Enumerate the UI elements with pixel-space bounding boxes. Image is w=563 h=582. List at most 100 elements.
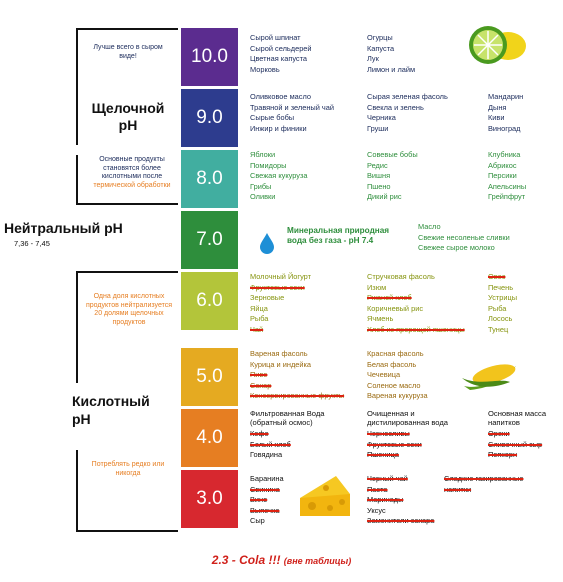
list-item: Выпечка	[250, 505, 280, 515]
list-item: Киви	[488, 113, 505, 123]
list-item: Уксус	[367, 505, 386, 515]
row6-col2: Стручковая фасоль Изюм Ржаной хлеб Коричнев…	[367, 272, 465, 336]
list-item: Цветная капуста	[250, 54, 308, 64]
row4-head1: Фильтрованная Вода (обратный осмос)	[250, 409, 325, 427]
note-raw-best: Лучше всего в сыром виде!	[93, 44, 163, 60]
note-cooking: Основные продукты становятся более кисло…	[88, 156, 176, 190]
list-item: Персики	[488, 171, 517, 181]
list-item: Баранина	[250, 474, 284, 483]
row9-col2: Сырая зеленая фасоль Свекла и зелень Черни…	[367, 92, 448, 134]
row4-head3: Основная масса напитков	[488, 409, 547, 427]
row10-col1: Сырой шпинат Сырой сельдерей Цветная капус…	[250, 33, 312, 75]
list-item: Пиво	[250, 370, 268, 380]
list-item: Капуста	[367, 43, 395, 53]
list-item: Клубника	[488, 150, 521, 159]
list-item: Маринады	[367, 495, 404, 505]
row5-col2: Красная фасоль Белая фасоль Чечевица Солено…	[367, 349, 428, 402]
list-item: Консервированные фрукты	[250, 391, 345, 401]
ph-value: 3.0	[196, 488, 223, 509]
ph-value: 7.0	[196, 229, 223, 250]
list-item: Морковь	[250, 64, 280, 74]
list-item: Белый хлеб	[250, 439, 291, 449]
row4-col3: Орехи Сливочный сыр Попкорн	[488, 429, 542, 461]
list-item: Пшеница	[367, 450, 399, 460]
list-item: Курица и индейка	[250, 359, 312, 369]
list-item: Соленое масло	[367, 380, 421, 390]
list-item: Сырой шпинат	[250, 33, 301, 42]
list-item: Черный чай	[367, 474, 408, 483]
row4-col2: Черносливы Фруктовые соки Пшеница	[367, 429, 422, 461]
row3-col3: Сладкие газированные напитки	[444, 474, 544, 495]
list-item: Кофе	[250, 429, 269, 438]
list-item: Свежая кукуруза	[250, 171, 308, 181]
list-item: Сырые бобы	[250, 113, 295, 123]
row4-col1: Кофе Белый хлеб Говядина	[250, 429, 291, 461]
list-item: Орехи	[488, 429, 510, 438]
list-item: Лук	[367, 54, 379, 64]
ph-tile-6: 6.0	[181, 272, 238, 330]
list-item: Фруктовые соки	[250, 282, 305, 292]
list-item: Травяной и зеленый чай	[250, 102, 334, 112]
list-item: Яблоки	[250, 150, 276, 159]
list-item: Вареная фасоль	[250, 349, 308, 358]
list-item: Помидоры	[250, 160, 287, 170]
list-item: Груши	[367, 123, 389, 133]
list-item: Ячмень	[367, 314, 394, 324]
list-item: Попкорн	[488, 450, 518, 460]
list-item: Инжир и финики	[250, 123, 307, 133]
list-item: Свекла и зелень	[367, 102, 424, 112]
list-item: Виноград	[488, 123, 521, 133]
ph-tile-7: 7.0	[181, 211, 238, 269]
list-item: Изюм	[367, 282, 387, 292]
bracket-alkaline-lower	[76, 155, 178, 205]
row9-col1: Оливковое масло Травяной и зеленый чай Сыр…	[250, 92, 334, 134]
ph-tile-8: 8.0	[181, 150, 238, 208]
row8-col1: Яблоки Помидоры Свежая кукуруза Грибы Оливки	[250, 150, 307, 203]
mineral-water-text: Минеральная природная вода без газа - pH…	[287, 226, 390, 245]
list-item: Совевые бобы	[367, 150, 418, 159]
list-item: Сырая зеленая фасоль	[367, 92, 448, 101]
alkaline-label: Щелочной pH	[91, 100, 165, 133]
water-drop-icon	[260, 233, 274, 254]
list-item: Сладкие газированные напитки	[444, 474, 524, 494]
ph-tile-3: 3.0	[181, 470, 238, 528]
cola-note: 2.3 - Cola !!! (вне таблицы)	[0, 553, 563, 567]
list-item: Коричневый рис	[367, 303, 424, 313]
list-item: Тунец	[488, 324, 509, 334]
ph-tile-4: 4.0	[181, 409, 238, 467]
row6-col1: Молочный Йогурт Фруктовые соки Зерновые Яйц…	[250, 272, 311, 336]
list-item: Лосось	[488, 314, 513, 324]
ph-value: 8.0	[196, 168, 223, 189]
list-item: Грейпфрут	[488, 192, 526, 202]
list-item: Вино	[250, 495, 268, 505]
list-item: Свежее сырое молоко	[418, 243, 495, 253]
corn-icon	[462, 364, 516, 390]
list-item: Сливочный сыр	[488, 439, 543, 449]
row8-col2: Совевые бобы Редис Вишня Пшено Дикий рис	[367, 150, 418, 203]
list-item: Чечевица	[367, 370, 401, 380]
ph-value: 6.0	[196, 290, 223, 311]
bracket-alkaline	[76, 28, 178, 145]
neutral-range: 7,36 - 7,45	[14, 239, 50, 248]
lime-icon	[469, 26, 526, 64]
list-item: Черносливы	[367, 429, 410, 438]
ph-value: 5.0	[196, 366, 223, 387]
list-item: Красная фасоль	[367, 349, 424, 358]
list-item: Свинина	[250, 484, 280, 494]
list-item: Апельсины	[488, 181, 527, 191]
row10-col2: Огурцы Капуста Лук Лимон и лайм	[367, 33, 415, 75]
list-item: Сырой сельдерей	[250, 43, 312, 53]
row3-col2: Черный чай Паста Маринады Уксус Заменители с…	[367, 474, 434, 527]
list-item: Белая фасоль	[367, 359, 417, 369]
list-item: Грибы	[250, 181, 272, 191]
cola-sub: (вне таблицы)	[283, 556, 352, 566]
row6-col3: Овес Печень Устрицы Рыба Лосось Тунец	[488, 272, 517, 336]
list-item: Мандарин	[488, 92, 524, 101]
list-item: Устрицы	[488, 293, 518, 303]
list-item: Паста	[367, 484, 388, 494]
list-item: Дыня	[488, 102, 507, 112]
list-item: Сахар	[250, 380, 272, 390]
note-neutralize: Одна доля кислотных продуктов нейтрализу…	[85, 293, 173, 326]
list-item: Вареная кукуруза	[367, 391, 428, 401]
note-cooking-text: Основные продукты становятся более кисло…	[99, 156, 165, 180]
